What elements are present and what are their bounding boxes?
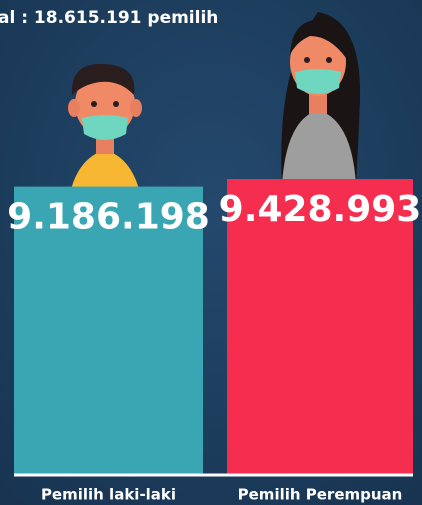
chart-title: al : 18.615.191 pemilih <box>0 8 218 28</box>
value-label: 9.186.198 <box>7 197 210 238</box>
chart: al : 18.615.191 pemilih 9.186.198 Pemilih… <box>0 0 422 505</box>
x-tick-label: Pemilih laki-laki <box>41 486 176 504</box>
x-tick-label: Pemilih Perempuan <box>238 486 403 504</box>
value-label: 9.428.993 <box>219 189 422 230</box>
